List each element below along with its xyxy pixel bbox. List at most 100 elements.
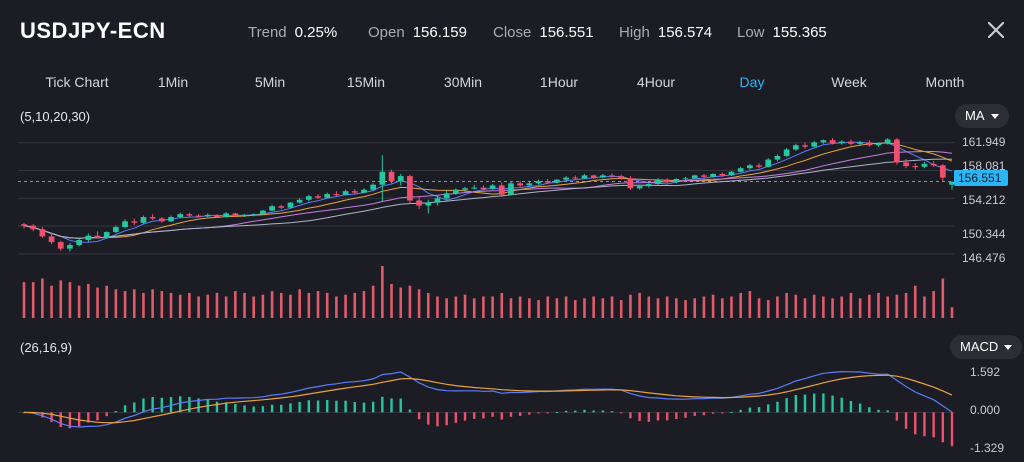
macd-histogram-bar	[528, 412, 531, 415]
macd-histogram-bar	[601, 410, 605, 413]
macd-histogram-bar	[941, 412, 945, 443]
volume-bar	[31, 282, 35, 318]
candle-body	[682, 178, 689, 180]
tab-15min[interactable]: 15Min	[346, 74, 386, 90]
macd-histogram-bar	[473, 412, 476, 419]
tab-1hour[interactable]: 1Hour	[539, 74, 579, 90]
macd-histogram-bar	[610, 411, 614, 413]
candle-body	[792, 145, 799, 150]
macd-histogram-bar	[537, 412, 540, 414]
candle-body	[186, 214, 193, 216]
close-button[interactable]	[985, 18, 1007, 42]
macd-histogram-bar	[757, 407, 761, 413]
volume-bar	[142, 292, 145, 318]
volume-bar	[298, 289, 301, 318]
macd-tick: 0.000	[970, 403, 1000, 417]
macd-histogram-bar	[702, 412, 706, 416]
tab-day[interactable]: Day	[739, 74, 765, 90]
candle-body	[866, 142, 873, 146]
candle-body	[416, 200, 422, 206]
macd-histogram-bar	[868, 407, 871, 413]
volume-bar	[583, 298, 586, 318]
candle-body	[471, 187, 478, 189]
chevron-down-icon	[1004, 345, 1013, 351]
macd-histogram-bar	[509, 412, 513, 417]
candle-body	[590, 175, 597, 178]
macd-histogram-bar	[564, 410, 568, 413]
macd-histogram-bar	[914, 412, 917, 435]
candle-body	[324, 194, 331, 198]
ma20-line	[23, 151, 953, 239]
macd-indicator-select[interactable]: MACD	[950, 335, 1023, 359]
macd-histogram-bar	[491, 412, 494, 417]
macd-histogram-bar	[298, 401, 301, 413]
ma10-line	[23, 142, 953, 239]
macd-histogram-bar	[41, 412, 44, 418]
stat-high: High 156.574	[619, 24, 712, 41]
tab-month[interactable]: Month	[925, 74, 965, 90]
candle-body	[250, 214, 257, 216]
volume-bar	[858, 298, 862, 318]
macd-histogram-bar	[289, 403, 292, 413]
macd-histogram-bar	[188, 396, 191, 413]
candle-body	[149, 217, 156, 219]
candle-body	[783, 149, 790, 156]
candle-body	[939, 165, 946, 178]
tab-tick-chart[interactable]: Tick Chart	[45, 74, 109, 90]
ma-indicator-select[interactable]: MA	[955, 104, 1009, 128]
stat-high-value: 156.574	[657, 24, 713, 41]
tab-5min[interactable]: 5Min	[254, 74, 286, 90]
tab-4hour[interactable]: 4Hour	[636, 74, 676, 90]
volume-bar	[59, 280, 63, 318]
macd-histogram-bar	[592, 410, 595, 413]
candle-body	[370, 184, 376, 190]
volume-bar	[132, 289, 136, 318]
macd-histogram-bar	[270, 404, 274, 413]
stat-low-value: 155.365	[772, 24, 827, 41]
volume-bar	[362, 291, 366, 318]
macd-histogram-bar	[665, 412, 669, 421]
volume-bar	[234, 291, 237, 318]
candle-body	[774, 156, 781, 160]
volume-bar	[619, 300, 623, 318]
macd-histogram-bar	[224, 402, 228, 413]
volume-bar	[868, 294, 871, 318]
macd-tick: -1.329	[970, 441, 1004, 455]
candle-body	[489, 185, 496, 190]
volume-bar	[638, 292, 641, 318]
volume-bar	[22, 282, 26, 318]
candle-body	[903, 162, 909, 167]
candle-body	[30, 225, 37, 230]
price-tick: 146.476	[962, 251, 1006, 265]
macd-histogram-bar	[675, 412, 678, 420]
macd-histogram-bar	[482, 412, 485, 419]
volume-bar	[601, 298, 605, 318]
macd-histogram-bar	[647, 412, 650, 422]
volume-bar	[335, 296, 338, 318]
macd-histogram-bar	[133, 402, 136, 413]
candle-body	[544, 181, 551, 183]
macd-histogram-bar	[803, 394, 807, 413]
tab-week[interactable]: Week	[831, 74, 867, 90]
candle-body	[728, 171, 735, 176]
ma5-line	[23, 141, 953, 243]
volume-bar	[472, 298, 476, 318]
macd-histogram-bar	[280, 404, 283, 413]
candle-body	[131, 221, 138, 223]
candle-body	[168, 217, 174, 222]
candle-body	[296, 199, 303, 203]
current-price-label: 156.551	[958, 171, 1002, 185]
candle-body	[517, 183, 524, 186]
candle-body	[57, 242, 64, 249]
candle-body	[930, 163, 937, 166]
tab-1min[interactable]: 1Min	[157, 74, 189, 90]
tab-30min[interactable]: 30Min	[443, 74, 483, 90]
macd-histogram-bar	[50, 412, 53, 423]
volume-bar	[785, 292, 788, 318]
volume-bar	[454, 296, 458, 318]
candle-body	[122, 221, 128, 228]
macd-histogram-bar	[427, 412, 430, 425]
volume-bar	[849, 292, 853, 318]
stat-open-value: 156.159	[412, 24, 467, 41]
